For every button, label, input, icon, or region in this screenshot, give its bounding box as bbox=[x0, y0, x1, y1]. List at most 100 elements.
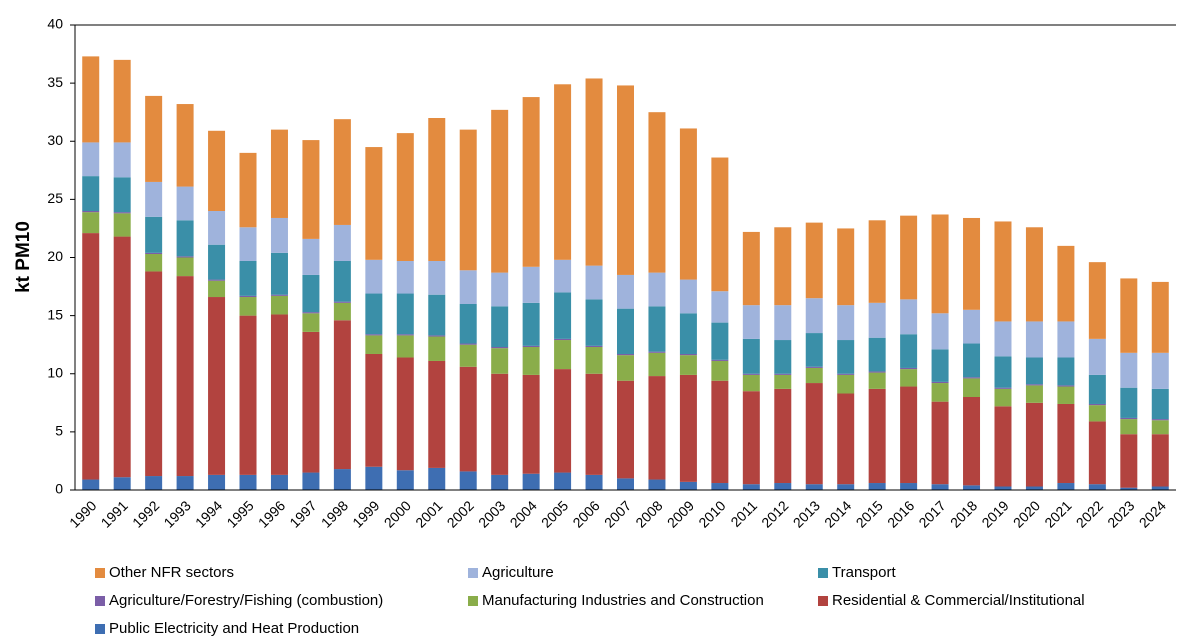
bar-segment bbox=[270, 217, 288, 253]
bar-segment bbox=[396, 470, 414, 490]
bar-segment bbox=[522, 302, 540, 346]
bar-segment bbox=[82, 211, 100, 213]
bar-segment bbox=[428, 294, 446, 336]
bar-segment bbox=[208, 211, 226, 245]
bar-segment bbox=[82, 233, 100, 480]
bar-segment bbox=[491, 474, 509, 490]
bar-segment bbox=[522, 266, 540, 303]
bar-segment bbox=[1025, 227, 1043, 322]
x-tick-label: 2001 bbox=[412, 497, 445, 530]
x-tick-label: 2022 bbox=[1073, 497, 1106, 530]
bar-segment bbox=[145, 254, 163, 272]
bar-segment bbox=[679, 279, 697, 314]
bar-segment bbox=[1088, 403, 1106, 406]
bar-segment bbox=[522, 473, 540, 490]
bar-segment bbox=[459, 270, 477, 304]
bar-segment bbox=[585, 474, 603, 490]
bar-segment bbox=[176, 476, 194, 490]
bar-segment bbox=[554, 340, 572, 370]
x-tick-label: 2017 bbox=[915, 497, 948, 530]
bar-segment bbox=[239, 297, 257, 316]
bar-segment bbox=[333, 224, 351, 261]
bar-segment bbox=[396, 260, 414, 294]
bar-segment bbox=[617, 380, 634, 479]
legend-swatch bbox=[468, 596, 478, 606]
bar-segment bbox=[963, 343, 981, 378]
bar-segment bbox=[585, 345, 603, 348]
bar-segment bbox=[333, 320, 351, 470]
bar-segment bbox=[900, 369, 918, 387]
bar-segment bbox=[1057, 321, 1075, 358]
bar-segment bbox=[522, 347, 540, 375]
bar-segment bbox=[176, 220, 194, 257]
bar-segment bbox=[522, 345, 540, 348]
bar-segment bbox=[774, 388, 792, 484]
bar-segment bbox=[396, 293, 414, 335]
x-tick-label: 2000 bbox=[381, 497, 414, 530]
bar-segment bbox=[302, 238, 320, 275]
bar-segment bbox=[994, 221, 1012, 322]
x-tick-label: 1996 bbox=[255, 497, 288, 530]
bar-segment bbox=[1151, 352, 1169, 389]
bar-segment bbox=[396, 357, 414, 471]
bar-segment bbox=[365, 466, 383, 490]
bar-segment bbox=[82, 212, 100, 234]
bar-segment bbox=[648, 376, 666, 480]
bar-segment bbox=[994, 321, 1012, 357]
bar-segment bbox=[1088, 262, 1106, 339]
bar-segment bbox=[365, 335, 383, 354]
bar-segment bbox=[711, 380, 729, 484]
bar-segment bbox=[742, 374, 760, 392]
x-tick-label: 2010 bbox=[695, 497, 728, 530]
bar-segment bbox=[113, 212, 131, 214]
bar-segment bbox=[837, 393, 855, 485]
bar-segment bbox=[302, 331, 320, 473]
bar-segment bbox=[145, 476, 163, 490]
bar-segment bbox=[428, 467, 446, 490]
bar-segment bbox=[1025, 402, 1043, 487]
bar-segment bbox=[82, 479, 100, 490]
bar-segment bbox=[208, 297, 226, 475]
bar-segment bbox=[1025, 486, 1043, 490]
bar-segment bbox=[428, 260, 446, 295]
bar-segment bbox=[554, 472, 572, 490]
bar-segment bbox=[679, 313, 697, 354]
bar-segment bbox=[711, 483, 729, 490]
bar-segment bbox=[931, 313, 949, 350]
bar-segment bbox=[145, 181, 163, 217]
y-tick-label: 0 bbox=[55, 481, 63, 497]
legend-swatch bbox=[95, 596, 105, 606]
bar-segment bbox=[554, 369, 572, 473]
y-tick-label: 25 bbox=[47, 190, 63, 206]
bar-segment bbox=[1025, 384, 1043, 386]
bar-segment bbox=[270, 474, 288, 490]
x-tick-label: 2011 bbox=[727, 497, 760, 530]
bar-segment bbox=[302, 274, 320, 313]
bar-segment bbox=[554, 259, 572, 293]
bar-segment bbox=[554, 292, 572, 339]
bar-segment bbox=[774, 340, 792, 374]
bar-segment bbox=[711, 359, 729, 361]
bar-segment bbox=[837, 228, 855, 306]
bar-segment bbox=[837, 373, 855, 375]
bar-segment bbox=[113, 142, 131, 178]
bar-segment bbox=[900, 215, 918, 300]
bar-segment bbox=[302, 472, 320, 490]
y-tick-label: 40 bbox=[47, 16, 63, 32]
bar-segment bbox=[837, 305, 855, 341]
bar-segment bbox=[963, 485, 981, 490]
bar-segment bbox=[302, 313, 320, 332]
bar-segment bbox=[648, 272, 666, 307]
legend-swatch bbox=[818, 596, 828, 606]
bar-segment bbox=[679, 481, 697, 490]
bar-segment bbox=[176, 257, 194, 277]
bar-segment bbox=[1088, 421, 1106, 485]
bar-segment bbox=[1151, 419, 1169, 421]
bar-segment bbox=[270, 129, 288, 218]
bar-segment bbox=[805, 383, 823, 485]
legend-label: Transport bbox=[832, 564, 896, 581]
legend-swatch bbox=[95, 624, 105, 634]
bar-segment bbox=[491, 348, 509, 374]
bar-segment bbox=[900, 367, 918, 370]
